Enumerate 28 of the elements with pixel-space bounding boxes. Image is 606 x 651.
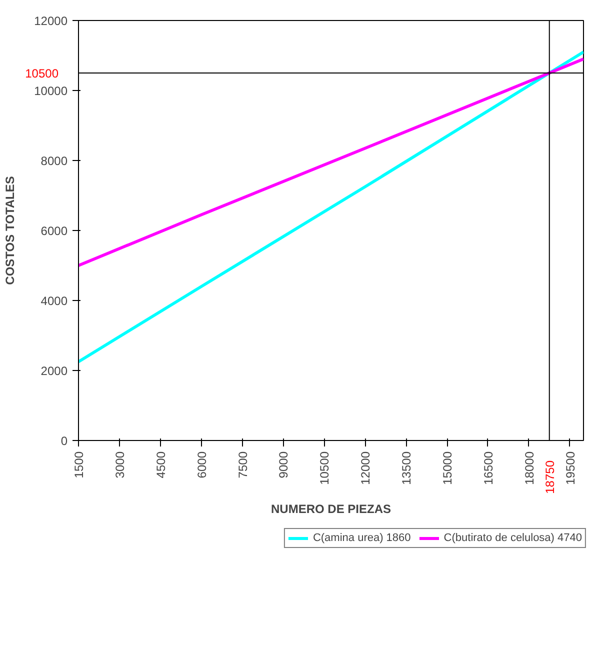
- ref-line-label: 18750: [542, 460, 557, 494]
- x-tick-label: 9000: [276, 451, 291, 478]
- line-series: [78, 58, 584, 267]
- x-tick-label: 18000: [522, 451, 536, 485]
- y-tick-label: 4000: [40, 294, 68, 308]
- x-tick-label: 3000: [112, 451, 127, 478]
- ref-line-label: 10500: [25, 66, 59, 80]
- x-tick-label: 15000: [440, 451, 455, 485]
- y-tick-label: 10000: [34, 84, 68, 98]
- y-tick-label: 6000: [40, 224, 68, 238]
- legend-label: C(amina urea) 1860: [312, 532, 411, 544]
- x-tick-label: 4500: [154, 451, 168, 478]
- x-tick-label: 19500: [563, 451, 578, 485]
- x-tick-label: 16500: [481, 451, 496, 485]
- x-tick-label: 6000: [194, 451, 209, 478]
- line-series: [78, 50, 584, 364]
- y-tick-label: 12000: [34, 14, 68, 28]
- x-tick-label: 7500: [236, 451, 250, 478]
- x-tick-label: 13500: [400, 451, 414, 485]
- legend-label: C(butirato de celulosa) 4740: [444, 532, 582, 544]
- y-axis-title: COSTOS TOTALES: [3, 176, 18, 285]
- x-tick-label: 12000: [358, 451, 373, 485]
- y-tick-label: 8000: [40, 154, 68, 168]
- x-axis-title: NUMERO DE PIEZAS: [270, 502, 392, 516]
- x-tick-label: 1500: [72, 451, 86, 478]
- x-tick-label: 10500: [318, 451, 332, 485]
- y-tick-label: 2000: [40, 364, 68, 378]
- y-tick-label: 0: [60, 434, 68, 448]
